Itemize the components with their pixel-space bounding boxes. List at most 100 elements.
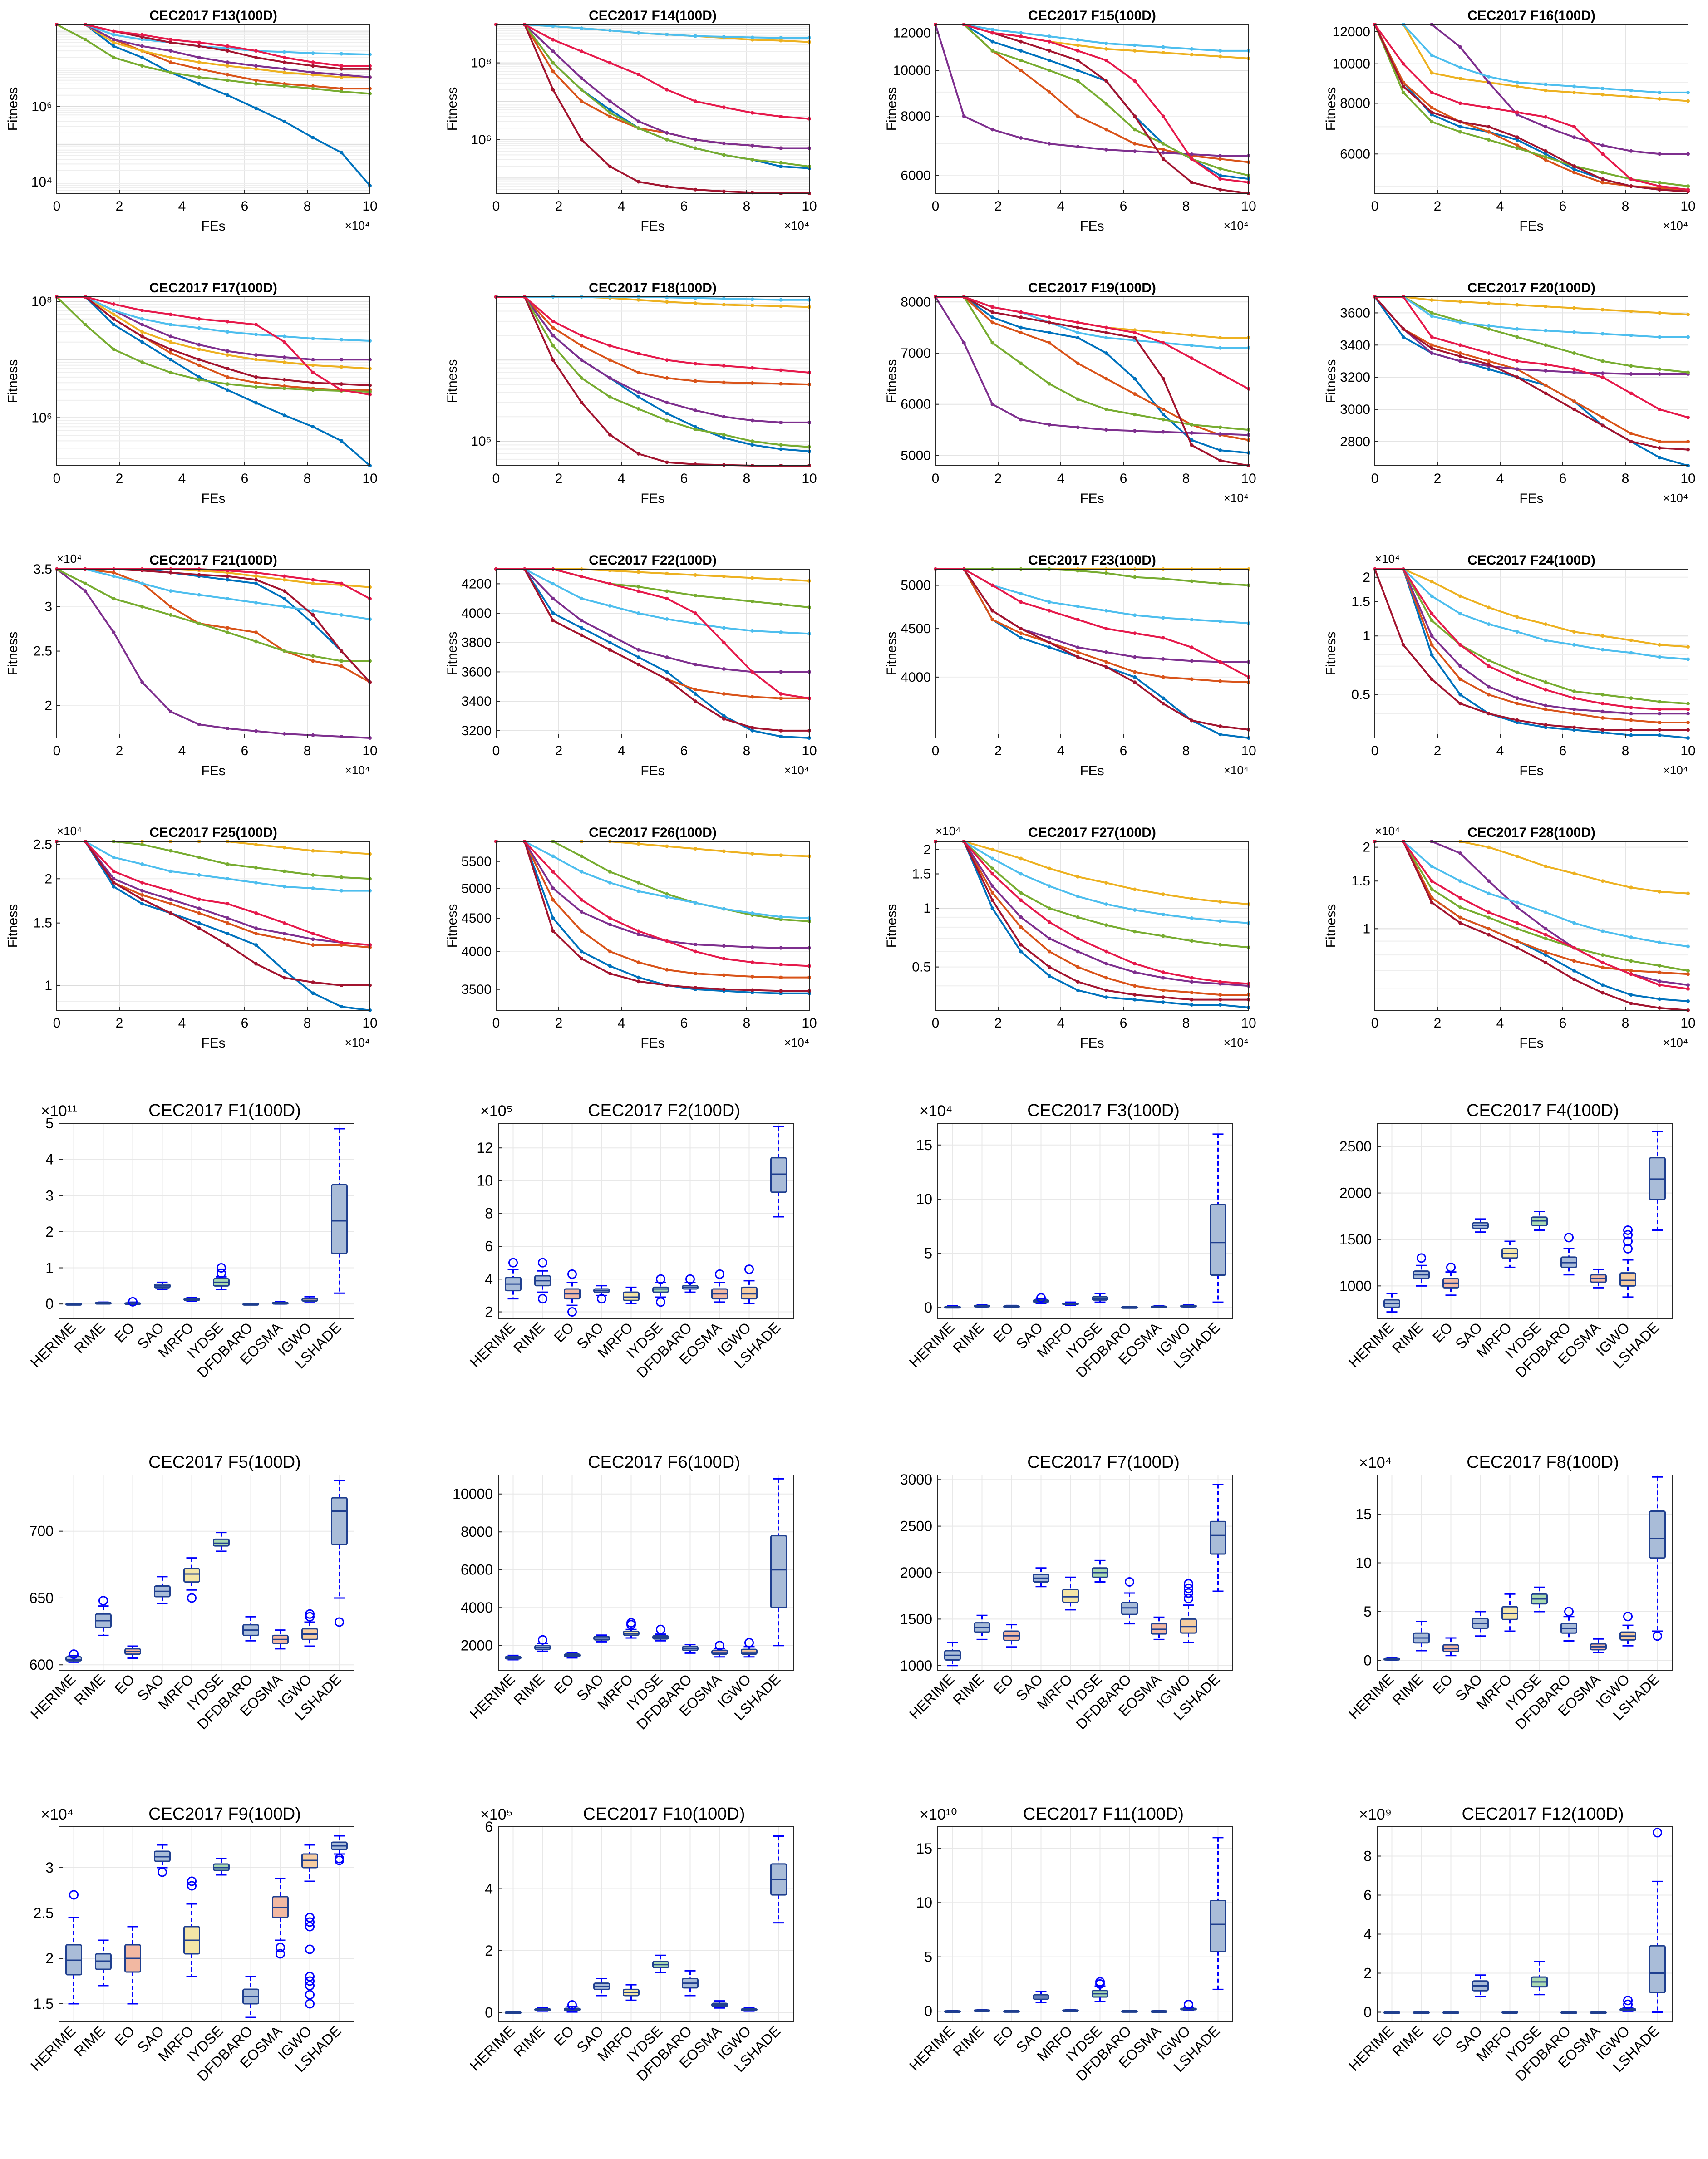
series-line [496,841,810,919]
box-iydse [1531,1961,1548,1996]
series-marker [1515,946,1519,950]
iqr-box [1210,1520,1226,1555]
outlier-marker [1653,1828,1662,1838]
series-marker [1658,700,1662,704]
series-line [1375,24,1688,102]
series-marker [694,362,698,366]
chart-title: CEC2017 F10(100D) [583,1805,745,1824]
series-marker [1515,921,1519,925]
series-marker [1133,675,1137,679]
y-tick-label: 5000 [901,448,931,463]
series-marker [608,640,612,644]
series-marker [1600,648,1605,652]
series-marker [1161,377,1165,381]
box-eosma [1151,1616,1167,1640]
series-marker [1019,949,1023,954]
series-marker [1218,724,1222,728]
series-marker [197,921,201,925]
series-line [935,24,1249,157]
chart-title: CEC2017 F9(100D) [148,1805,301,1824]
series-marker [1430,311,1434,315]
y-tick-label: 6000 [461,1562,493,1578]
y-axis-label: Fitness [884,904,899,948]
series-marker [340,581,344,585]
series-line [56,296,370,393]
series-marker [1487,138,1491,142]
x-tick-label: 6 [680,743,688,758]
series-marker [962,114,966,118]
box-dfdbaro [682,1644,699,1654]
series-marker [722,987,726,991]
box-iydse [1092,1977,1108,2002]
series-marker [1401,90,1405,94]
category-label: RIME [950,2022,987,2060]
series-marker [1104,351,1108,355]
box-mrfo [623,1286,640,1304]
x-tick-label: 8 [304,743,311,758]
series-marker [580,49,584,54]
series-marker [636,960,640,964]
series-marker [1430,335,1434,339]
series-marker [665,358,669,362]
series-marker [1133,655,1137,659]
box-herime [1383,1293,1400,1313]
series-marker [779,670,783,674]
series-marker [990,847,994,851]
series-marker [1458,896,1462,900]
y-tick-label: 2000 [461,1638,493,1654]
series-marker [282,50,286,54]
series-marker [990,872,994,876]
y-tick-label: 4200 [461,576,492,591]
x-tick-label: 4 [1057,743,1065,758]
series-marker [1133,328,1137,332]
series-marker [1190,431,1194,435]
box-plot-chart: HERIME RIME EO SAO MRFO IYDSE DFDBARO EOSMA IGWO… [430,1089,821,1434]
series-marker [551,582,555,586]
series-marker [311,886,315,890]
series-marker [1658,733,1662,737]
series-marker [580,26,584,30]
series-marker [750,670,754,674]
outlier-marker [1446,1262,1456,1272]
series-marker [1515,670,1519,674]
series-marker [1218,980,1222,984]
series-marker [990,31,994,35]
series-marker [1133,49,1137,53]
series-marker [1161,892,1165,896]
series-line [57,841,370,946]
series-marker [1076,38,1080,42]
series-marker [1218,154,1222,158]
series-marker [197,343,201,347]
series-marker [1218,993,1222,997]
plot-area [498,1475,793,1670]
box-mrfo [1501,2011,1518,2014]
chart-title: CEC2017 F20(100D) [1467,280,1595,295]
series-marker [340,89,344,93]
series-marker [779,946,783,950]
series-line [935,296,1249,431]
series-marker [1047,330,1051,334]
series-marker [1629,885,1633,890]
series-line [935,24,1249,52]
series-line [496,24,809,149]
x-tick-label: 4 [618,199,625,214]
series-marker [140,581,144,585]
series-marker [1076,965,1080,969]
series-marker [665,655,669,659]
convergence-chart: 0 2 4 6 8 10 0.5 1 1.5 2 CEC2017 F24(100D) FEs Fitne… [1323,547,1708,802]
outlier-marker [1417,1253,1426,1263]
series-line [1374,24,1688,192]
series-marker [1218,679,1222,683]
x-tick-label: 0 [1371,743,1379,758]
series-marker [1133,998,1137,1002]
series-marker [1658,335,1662,339]
series-marker [1019,591,1023,595]
series-marker [168,570,172,575]
box-sao [593,1634,610,1643]
series-marker [722,415,726,419]
series-marker [1076,79,1080,83]
series-marker [1133,908,1137,912]
y-exponent-label: ×10⁴ [1375,552,1400,566]
